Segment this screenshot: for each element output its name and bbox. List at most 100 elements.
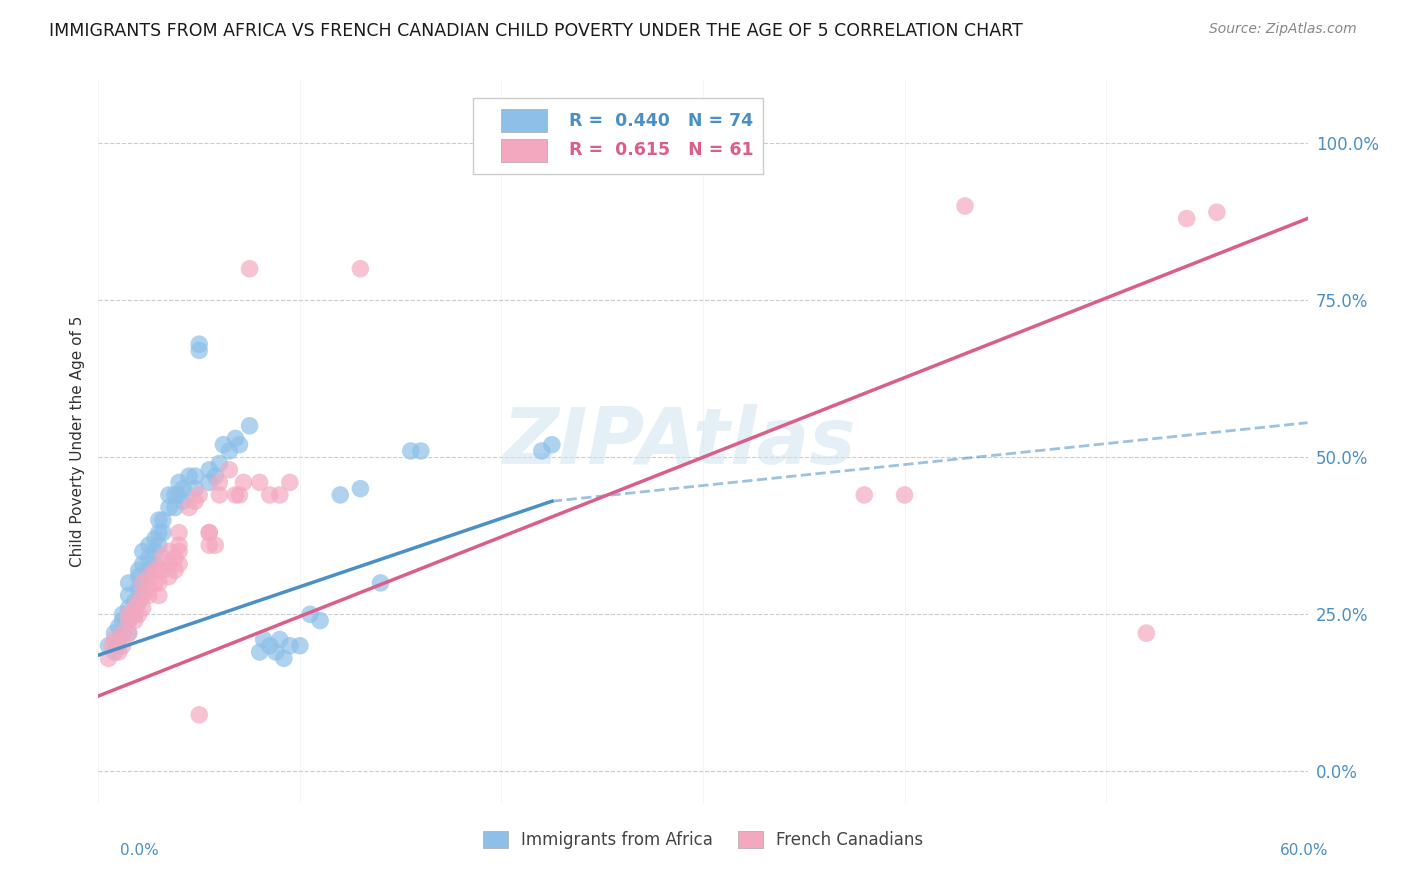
Point xyxy=(228,438,250,452)
Text: R =  0.440   N = 74: R = 0.440 N = 74 xyxy=(569,112,752,129)
Point xyxy=(329,488,352,502)
Point xyxy=(103,632,125,647)
Point xyxy=(143,544,166,558)
Point xyxy=(97,651,120,665)
Point xyxy=(111,639,134,653)
Point xyxy=(118,607,141,622)
Point xyxy=(188,707,211,722)
Point xyxy=(148,525,170,540)
Text: IMMIGRANTS FROM AFRICA VS FRENCH CANADIAN CHILD POVERTY UNDER THE AGE OF 5 CORRE: IMMIGRANTS FROM AFRICA VS FRENCH CANADIA… xyxy=(49,22,1024,40)
Point xyxy=(157,557,180,571)
Point xyxy=(167,488,190,502)
Point xyxy=(157,500,180,515)
Point xyxy=(138,550,160,565)
Point xyxy=(143,557,166,571)
Text: R =  0.615   N = 61: R = 0.615 N = 61 xyxy=(569,141,754,160)
Point xyxy=(107,645,129,659)
Point xyxy=(198,463,221,477)
Point xyxy=(138,538,160,552)
Point xyxy=(111,614,134,628)
Point xyxy=(128,595,150,609)
Point xyxy=(103,645,125,659)
Point xyxy=(157,544,180,558)
Point xyxy=(148,513,170,527)
Point xyxy=(163,550,186,565)
Point xyxy=(184,469,207,483)
Point xyxy=(228,488,250,502)
Point xyxy=(218,444,240,458)
Point xyxy=(111,626,134,640)
FancyBboxPatch shape xyxy=(474,98,763,174)
Point xyxy=(179,500,201,515)
Point xyxy=(132,544,155,558)
Point xyxy=(253,632,276,647)
Point xyxy=(124,614,146,628)
Point xyxy=(172,494,194,508)
Point xyxy=(148,589,170,603)
Text: Source: ZipAtlas.com: Source: ZipAtlas.com xyxy=(1209,22,1357,37)
Point xyxy=(278,475,301,490)
Point xyxy=(132,575,155,590)
Point xyxy=(1175,211,1198,226)
Point xyxy=(208,488,231,502)
Point xyxy=(288,639,311,653)
Point xyxy=(107,620,129,634)
Point xyxy=(128,595,150,609)
Point xyxy=(409,444,432,458)
Point xyxy=(128,582,150,597)
Point xyxy=(198,525,221,540)
Point xyxy=(132,589,155,603)
Point xyxy=(132,601,155,615)
Point xyxy=(118,575,141,590)
Point xyxy=(249,645,271,659)
Point xyxy=(273,651,295,665)
Point xyxy=(172,482,194,496)
Point xyxy=(188,488,211,502)
Bar xyxy=(501,109,547,132)
Point xyxy=(179,469,201,483)
Point xyxy=(118,614,141,628)
Point xyxy=(152,563,174,577)
Point xyxy=(157,488,180,502)
Point xyxy=(249,475,271,490)
Point xyxy=(264,645,287,659)
Point xyxy=(107,632,129,647)
Point xyxy=(97,639,120,653)
Point xyxy=(309,614,332,628)
Point xyxy=(163,500,186,515)
Point xyxy=(138,563,160,577)
Point xyxy=(218,463,240,477)
Point xyxy=(124,601,146,615)
Point xyxy=(198,538,221,552)
Point xyxy=(143,563,166,577)
Point xyxy=(118,626,141,640)
Point xyxy=(530,444,553,458)
Point xyxy=(893,488,915,502)
Point xyxy=(167,557,190,571)
Point xyxy=(163,488,186,502)
Point xyxy=(138,582,160,597)
Point xyxy=(184,482,207,496)
Text: ZIPAtlas: ZIPAtlas xyxy=(502,403,856,480)
Point xyxy=(152,525,174,540)
Point xyxy=(370,575,392,590)
Point xyxy=(239,418,262,433)
Point xyxy=(124,595,146,609)
Point xyxy=(167,475,190,490)
Point xyxy=(232,475,254,490)
Point xyxy=(128,563,150,577)
Point xyxy=(188,337,211,351)
Point xyxy=(269,488,291,502)
Point xyxy=(259,488,281,502)
Point xyxy=(101,639,124,653)
Point xyxy=(138,569,160,583)
Point xyxy=(1135,626,1157,640)
Point xyxy=(138,589,160,603)
Point xyxy=(148,538,170,552)
Point xyxy=(167,544,190,558)
Point xyxy=(148,563,170,577)
Point xyxy=(107,639,129,653)
Legend: Immigrants from Africa, French Canadians: Immigrants from Africa, French Canadians xyxy=(477,824,929,856)
Point xyxy=(278,639,301,653)
Point xyxy=(853,488,876,502)
